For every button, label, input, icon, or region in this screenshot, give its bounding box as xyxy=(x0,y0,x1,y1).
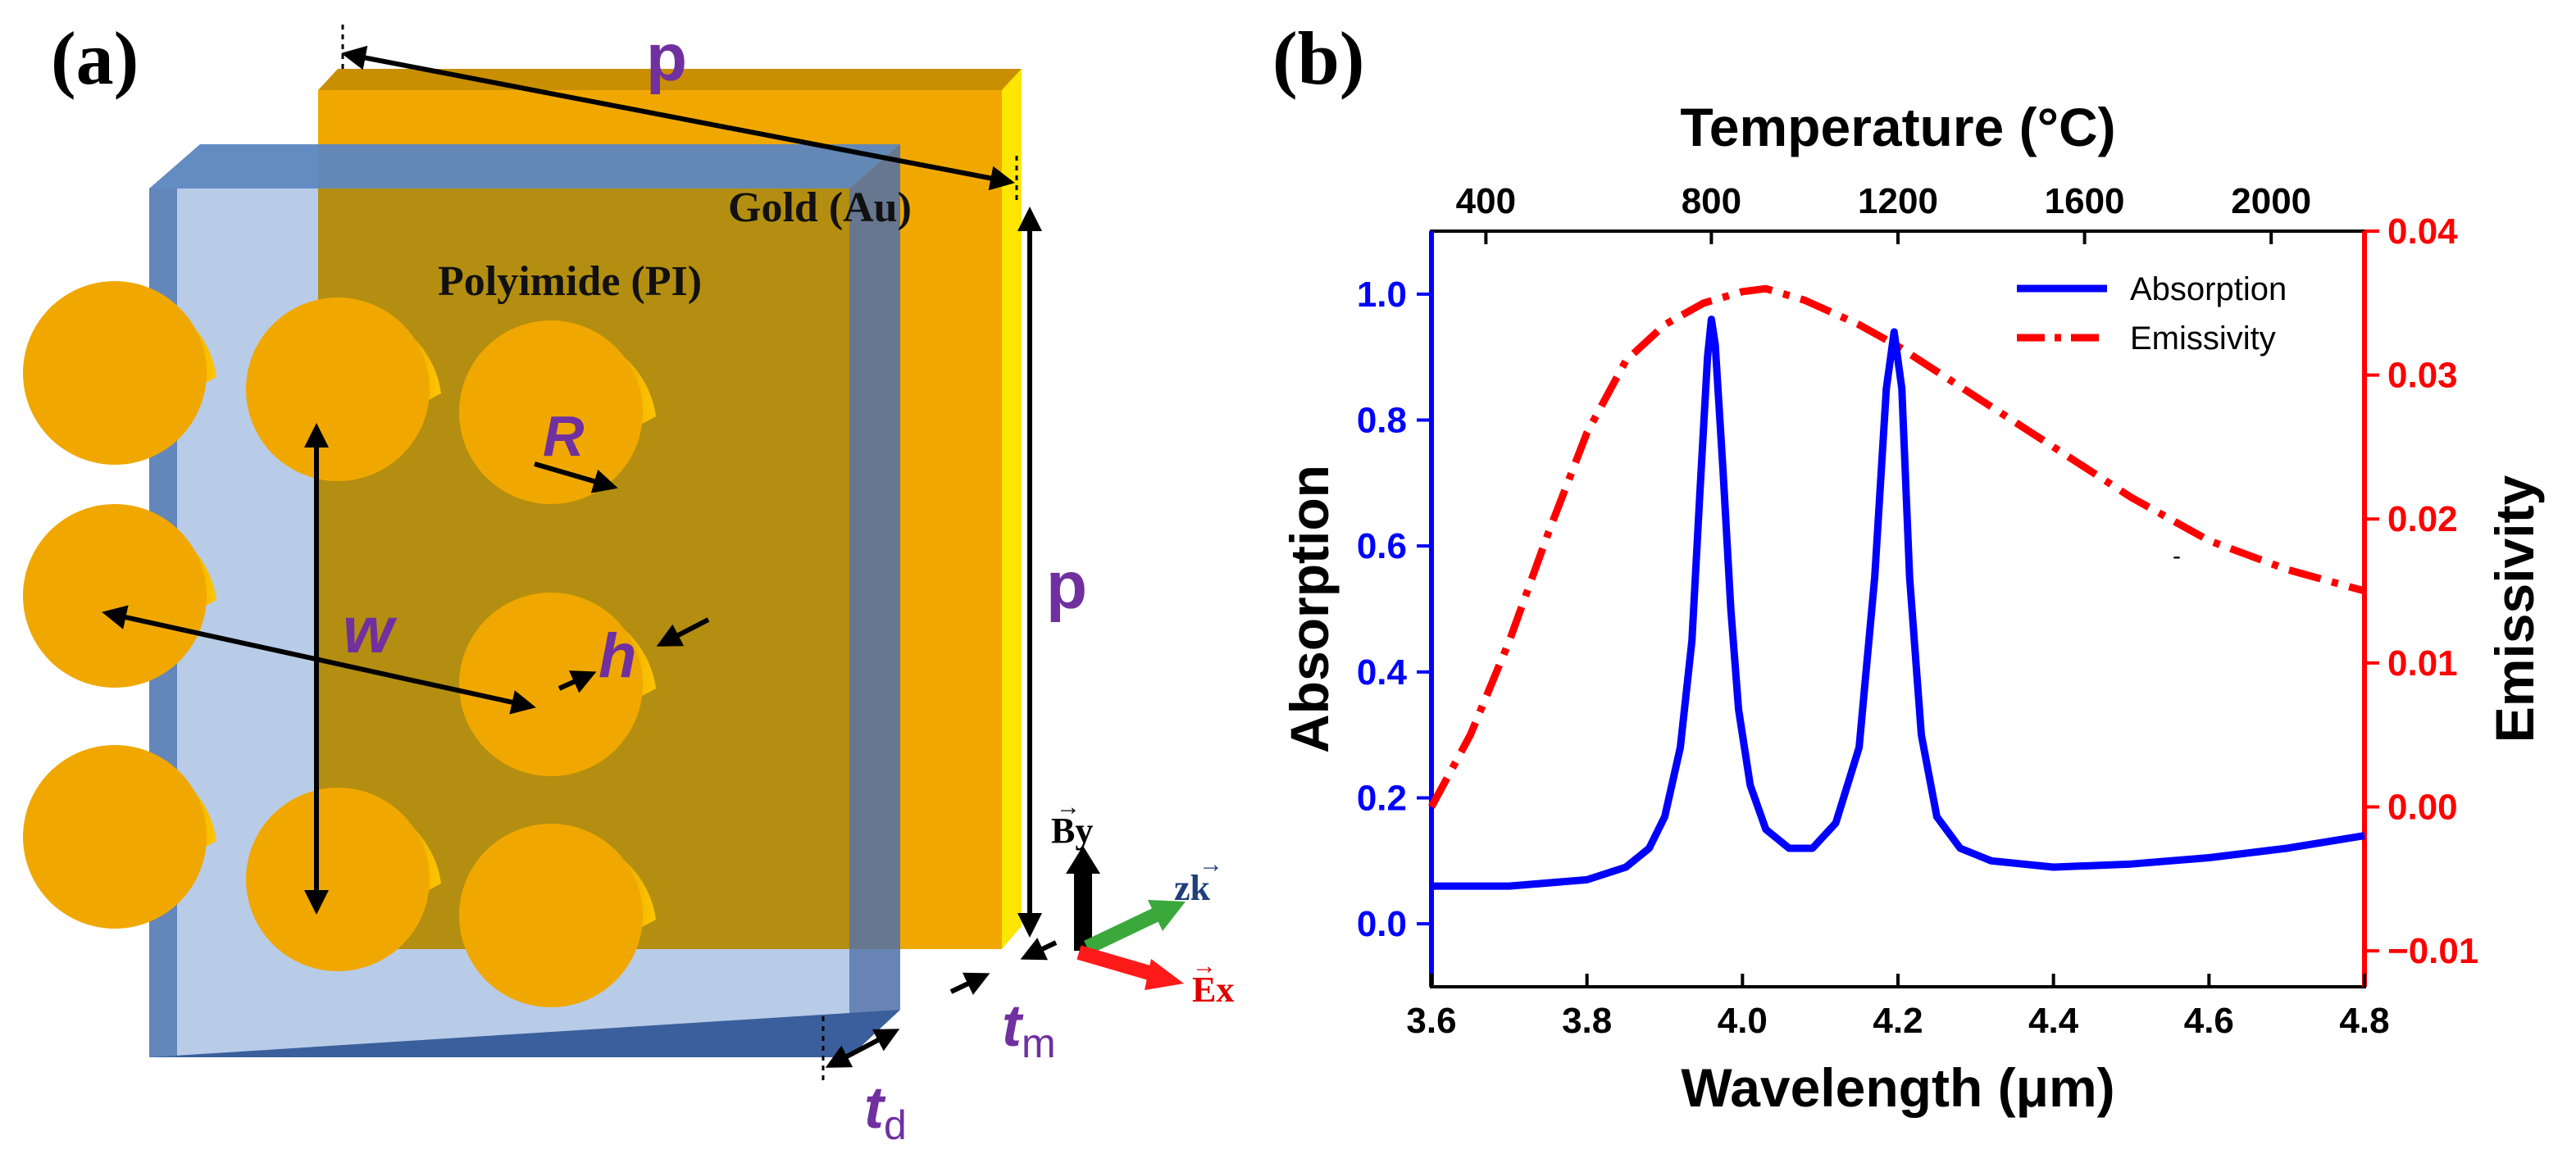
axis-zk-label: zk xyxy=(1174,868,1211,908)
y-tick-label: 0.8 xyxy=(1357,401,1407,441)
y2-axis-title: Emissivity xyxy=(2484,475,2545,743)
gold-label: Gold (Au) xyxy=(728,184,912,231)
chart: 3.6 3.8 4.0 4.2 4.4 4.6 4.8 400 800 1200 1600 2000… xyxy=(1279,97,2545,1118)
gold-cylinder xyxy=(23,745,216,929)
top-tick-label: 800 xyxy=(1682,181,1741,221)
polyimide-label: Polyimide (PI) xyxy=(438,258,702,305)
legend-absorption-label: Absorption xyxy=(2130,271,2287,307)
axis-Ex-label: Ex xyxy=(1192,970,1234,1010)
y-axis-title: Absorption xyxy=(1279,465,1340,753)
top-tick-label: 400 xyxy=(1456,181,1516,221)
dim-tm-label: tm xyxy=(1002,993,1056,1066)
dim-p-top-label: p xyxy=(646,20,687,95)
panel-a-label: (a) xyxy=(51,16,139,100)
dim-h-arrow-left xyxy=(558,670,597,693)
x-tick-label: 3.6 xyxy=(1406,1001,1456,1041)
gold-cylinder xyxy=(459,320,656,504)
y2-tick-label: 0.02 xyxy=(2387,499,2458,539)
top-tick-label: 1600 xyxy=(2045,181,2125,221)
panel-a: (a) Gold (Au) Polyimide (PI) xyxy=(23,16,1234,1148)
gold-cylinder-array xyxy=(23,281,656,1007)
dim-td-line xyxy=(825,1029,900,1068)
top-axis-title: Temperature (°C) xyxy=(1680,97,2115,157)
dim-R-line xyxy=(534,461,618,493)
legend-emissivity-label: Emissivity xyxy=(2130,320,2276,357)
x-tick-label: 4.2 xyxy=(1873,1001,1923,1041)
dim-R-label: R xyxy=(543,404,585,468)
legend: Absorption Emissivity xyxy=(2017,271,2287,357)
right-axis-ticks: −0.01 0.00 0.01 0.02 0.03 0.04 xyxy=(2364,211,2478,971)
top-axis-ticks: 400 800 1200 1600 2000 xyxy=(1456,181,2311,244)
x-axis-title: Wavelength (μm) xyxy=(1681,1057,2114,1118)
y-tick-label: 0.0 xyxy=(1357,904,1407,944)
dim-p-right-label: p xyxy=(1046,548,1087,623)
dim-tm-arrow-left xyxy=(949,972,990,995)
dim-h-label: h xyxy=(598,621,636,691)
x-tick-label: 4.0 xyxy=(1718,1001,1768,1041)
dim-w-label: w xyxy=(343,593,398,666)
y2-tick-label: 0.00 xyxy=(2387,787,2458,827)
dim-p-top-line xyxy=(341,45,1015,191)
y2-tick-label: −0.01 xyxy=(2387,931,2478,971)
gold-cylinder xyxy=(246,298,441,481)
x-tick-label: 3.8 xyxy=(1562,1001,1612,1041)
svg-text:→: → xyxy=(1056,793,1081,820)
series-line-emissivity xyxy=(1428,284,2366,809)
series-line-absorption xyxy=(1431,316,2365,890)
dim-td-label: td xyxy=(864,1075,907,1148)
gold-cylinder xyxy=(459,824,656,1007)
left-axis-ticks: 0.0 0.2 0.4 0.6 0.8 1.0 xyxy=(1357,275,1431,944)
panel-b-label: (b) xyxy=(1272,16,1364,100)
dimension-lines xyxy=(102,25,1058,1082)
gold-cylinder xyxy=(23,281,216,465)
x-axis-ticks: 3.6 3.8 4.0 4.2 4.4 4.6 4.8 xyxy=(1406,974,2390,1041)
axis-By-label: By xyxy=(1051,811,1093,851)
y-tick-label: 0.4 xyxy=(1357,652,1408,693)
x-tick-label: 4.8 xyxy=(2339,1001,2389,1041)
dim-h-arrow-right xyxy=(656,617,710,647)
dim-w-horizontal-line xyxy=(102,605,536,715)
y-tick-label: 0.2 xyxy=(1357,779,1407,819)
y-tick-label: 0.6 xyxy=(1357,526,1407,566)
svg-text:→: → xyxy=(1192,952,1217,979)
y2-tick-label: 0.01 xyxy=(2387,643,2458,684)
panel-b: (b) 3.6 3.8 4.0 4.2 4.4 4.6 4.8 400 800 1200 1600… xyxy=(1272,16,2545,1118)
top-tick-label: 2000 xyxy=(2231,181,2311,221)
dim-tm-arrow-right xyxy=(1020,938,1058,961)
coordinate-axes: By → zk → Ex → xyxy=(1051,793,1234,1010)
stray-mark: - xyxy=(2173,543,2181,570)
x-tick-label: 4.6 xyxy=(2184,1001,2234,1041)
top-tick-label: 1200 xyxy=(1858,181,1938,221)
y2-tick-label: 0.03 xyxy=(2387,356,2458,396)
x-tick-label: 4.4 xyxy=(2028,1001,2079,1041)
y-tick-label: 1.0 xyxy=(1357,275,1407,315)
svg-text:→: → xyxy=(1199,851,1223,878)
y2-tick-label: 0.04 xyxy=(2387,211,2458,252)
